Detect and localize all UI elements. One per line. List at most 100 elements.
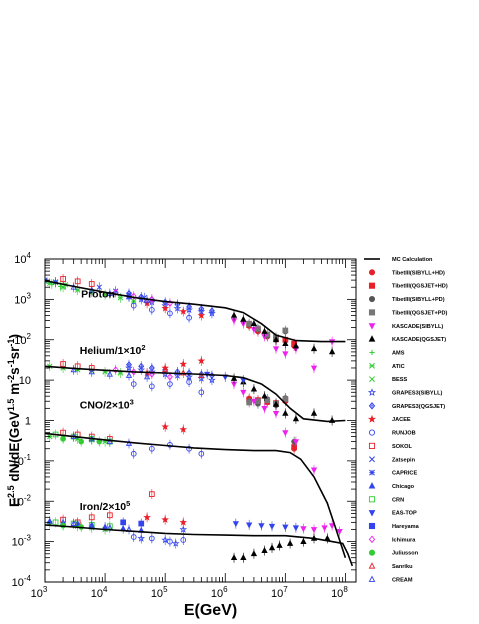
data-point (88, 521, 95, 528)
data-point (179, 525, 188, 533)
data-point (282, 524, 289, 531)
data-point (130, 534, 137, 540)
y-tick-label: 10-1 (12, 453, 32, 468)
legend-marker (368, 309, 376, 316)
data-point (166, 373, 173, 381)
data-point (143, 373, 151, 380)
y-tick-label: 1 (25, 416, 31, 428)
y-tick-exponent: -2 (24, 493, 32, 502)
legend-marker (368, 482, 376, 489)
legend-label: CAPRICE (392, 471, 417, 477)
data-point (138, 362, 145, 370)
data-point (230, 554, 238, 561)
y-tick-exponent: 4 (27, 251, 32, 260)
data-point (197, 356, 206, 365)
x-tick-mantissa: 10 (211, 588, 223, 600)
data-point (292, 342, 300, 349)
series-jacee (143, 298, 206, 528)
data-point (321, 525, 328, 532)
data-point (250, 550, 258, 557)
data-point (261, 546, 268, 553)
data-point (148, 491, 155, 497)
legend-entry: TibetIII(SIBYLL+HD) (368, 269, 445, 276)
x-tick-exponent: 7 (283, 585, 288, 594)
legend: MC Calculation TibetIII(SIBYLL+HD) TibetII… (364, 257, 448, 583)
data-point (292, 415, 300, 422)
data-point (336, 528, 343, 535)
data-point (310, 345, 318, 352)
data-point (310, 527, 318, 534)
data-point (161, 422, 170, 431)
data-point (148, 445, 155, 452)
data-point (232, 521, 239, 528)
data-point (272, 336, 280, 343)
y-tick-mantissa: 10 (14, 254, 26, 266)
legend-marker (368, 496, 376, 503)
data-point (112, 366, 119, 374)
y-tick-label: 102 (14, 332, 31, 347)
legend-label: SOKOL (392, 444, 412, 450)
data-point (180, 369, 187, 376)
legend-marker (368, 323, 376, 330)
data-point (125, 371, 133, 378)
x-tick-exponent: 3 (43, 585, 48, 594)
legend-marker (367, 414, 377, 423)
legend-label: Hareyama (392, 524, 420, 530)
y-tick-label: 10-3 (12, 534, 32, 549)
y-tick-mantissa: 10 (12, 496, 24, 508)
data-point (88, 514, 95, 521)
data-point (143, 513, 151, 521)
legend-entry: Juliusson (368, 549, 419, 557)
component-label: CNO/2×103 (80, 397, 134, 411)
legend-entry: TibetIII(QGSJET+PD) (368, 309, 448, 316)
y-axis-label-part: 2.5 (6, 485, 16, 498)
data-point (130, 450, 137, 457)
legend-marker (368, 549, 376, 556)
data-point (171, 539, 180, 547)
component-label: Iron/2×105 (80, 499, 131, 513)
data-point (240, 554, 247, 561)
legend-entry: Hareyama (368, 522, 420, 530)
x-tick-mantissa: 10 (151, 588, 163, 600)
component-label-base: Helium/1×10 (80, 345, 142, 357)
axes: 103 104 105 106 107 10810-410-310-210-1110102… (6, 251, 357, 619)
data-point (208, 376, 216, 384)
data-point (282, 327, 289, 334)
component-label-exp: 2 (141, 343, 145, 352)
data-point (161, 515, 170, 523)
y-axis-label-part: -1 (6, 339, 16, 347)
data-point (162, 366, 169, 373)
x-tick-label: 104 (91, 585, 108, 600)
data-point (272, 411, 280, 417)
legend-label: Zatsepin (392, 457, 416, 463)
series-juliusson (60, 433, 103, 533)
data-point (60, 361, 66, 367)
data-point (78, 438, 85, 445)
data-point (74, 278, 81, 285)
legend-entry: RUNJOB (368, 429, 416, 437)
plot-area (45, 273, 354, 567)
data-point (70, 366, 77, 373)
legend-label: EAS-TOP (392, 511, 417, 517)
data-point (96, 284, 103, 290)
mc-curve-cno (45, 432, 347, 558)
legend-marker (368, 535, 376, 544)
y-tick-mantissa: 10 (12, 456, 24, 468)
x-tick-label: 107 (271, 585, 288, 600)
data-point (272, 400, 280, 407)
legend-label: CRN (392, 497, 404, 503)
legend-marker (368, 562, 376, 569)
x-tick-exponent: 4 (103, 585, 108, 594)
data-point (261, 405, 268, 412)
y-axis-label-part: m (7, 383, 22, 399)
data-point (126, 361, 132, 369)
data-point (52, 519, 59, 526)
data-point (161, 304, 170, 312)
data-point (130, 381, 137, 387)
legend-marker (368, 269, 376, 276)
data-point (101, 523, 109, 530)
data-point (137, 534, 146, 542)
data-point (161, 535, 170, 544)
data-point (240, 389, 247, 396)
